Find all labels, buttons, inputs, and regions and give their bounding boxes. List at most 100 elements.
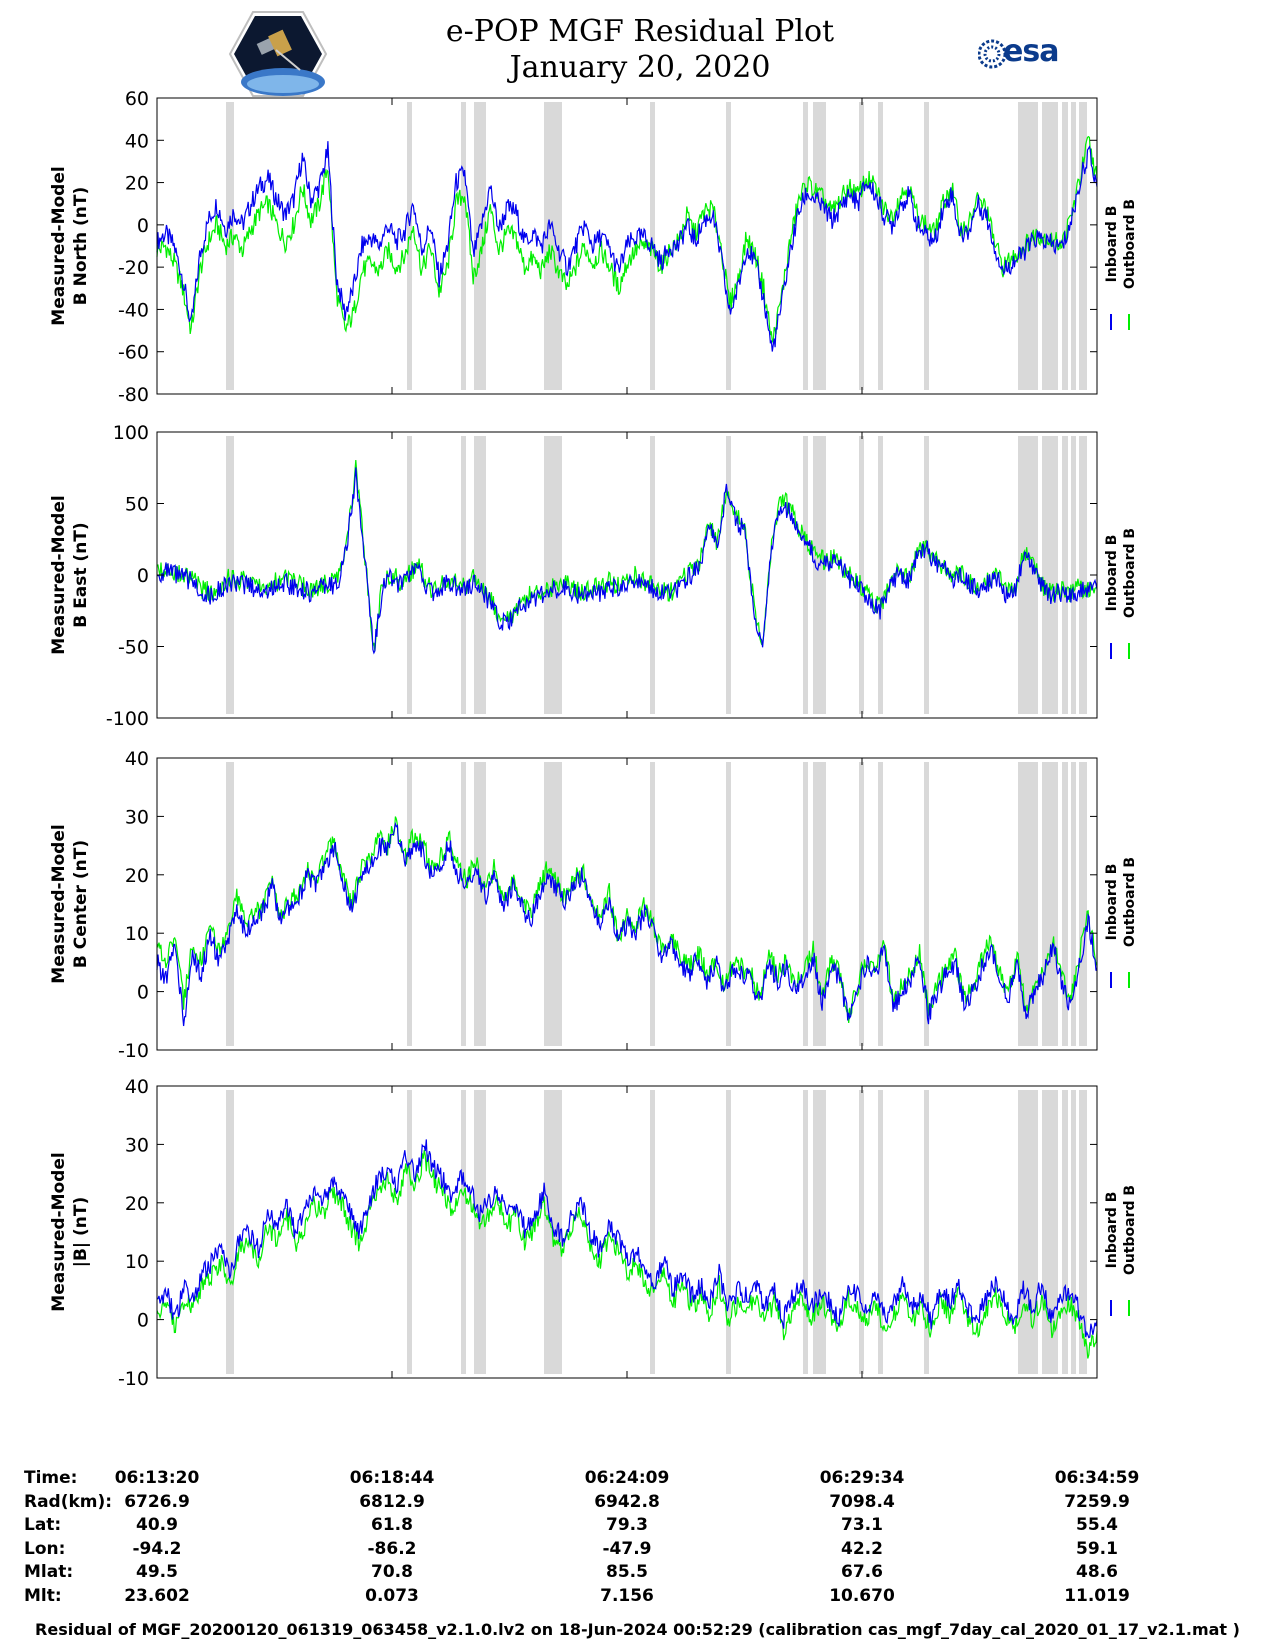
data-gap-band xyxy=(461,436,466,714)
data-gap-band xyxy=(813,436,826,714)
info-cell: 70.8 xyxy=(371,1562,413,1582)
legend-outboard-label: Outboard B xyxy=(1122,199,1138,289)
info-cell: 6812.9 xyxy=(359,1491,425,1512)
info-row-label: Mlat: xyxy=(24,1562,74,1582)
info-row: Mlt: 23.602 0.073 7.156 10.670 11.019 xyxy=(0,1586,1275,1610)
info-cell: 73.1 xyxy=(841,1515,883,1535)
footer-caption: Residual of MGF_20200120_061319_063458_v… xyxy=(35,1620,1240,1639)
legend-inboard-label: Inboard B xyxy=(1104,864,1120,941)
plot-frame xyxy=(156,757,1098,1051)
title-line-2: January 20, 2020 xyxy=(509,50,771,85)
data-gap-band xyxy=(924,762,929,1046)
legend-outboard-label: Outboard B xyxy=(1122,528,1138,618)
y-tick-label: 20 xyxy=(125,1193,149,1215)
data-gap-band xyxy=(1042,102,1058,390)
legend-outboard-label: Outboard B xyxy=(1122,857,1138,947)
info-cell: 06:13:20 xyxy=(114,1468,200,1488)
data-gap-band xyxy=(803,1090,808,1374)
data-gap-band xyxy=(1062,762,1068,1046)
data-gap-band xyxy=(461,102,466,390)
data-gap-band xyxy=(924,102,929,390)
info-row-label: Lat: xyxy=(24,1515,62,1535)
data-gap-band xyxy=(1071,762,1076,1046)
y-axis-label-line-2: B East (nT) xyxy=(71,522,91,627)
data-gap-band xyxy=(859,762,864,1046)
y-axis-label-line-1: Measured-Model xyxy=(49,824,69,983)
data-gap-band xyxy=(544,436,562,714)
info-row-label: Rad(km): xyxy=(24,1491,113,1512)
y-tick-label: -60 xyxy=(118,342,149,364)
y-axis-label-line-2: B North (nT) xyxy=(71,187,91,306)
data-gap-band xyxy=(474,762,486,1046)
data-gap-band xyxy=(650,1090,655,1374)
info-row-label: Lon: xyxy=(24,1538,66,1559)
info-row: Lon: -94.2 -86.2 -47.9 42.2 59.1 xyxy=(0,1539,1275,1563)
info-cell: 79.3 xyxy=(606,1515,648,1535)
y-tick-label: 0 xyxy=(137,982,149,1004)
info-cell: 23.602 xyxy=(124,1585,190,1606)
info-row-label: Time: xyxy=(24,1468,78,1488)
data-gap-band xyxy=(1079,102,1087,390)
panel-4: 40 30 20 10 0 -10 Measured-Model |B| (nT) Inboar… xyxy=(49,1076,1138,1390)
info-cell: 6942.8 xyxy=(594,1491,660,1512)
data-gap-band xyxy=(1071,102,1076,390)
y-tick-label: -20 xyxy=(118,257,149,279)
series-line-inboard xyxy=(156,1139,1098,1339)
y-tick-label: 10 xyxy=(125,923,149,945)
info-cell: 59.1 xyxy=(1076,1538,1118,1559)
y-axis-label-line-1: Measured-Model xyxy=(49,1152,69,1311)
info-cell: 7259.9 xyxy=(1064,1491,1130,1512)
y-axis-label: Measured-Model B East (nT) xyxy=(49,495,91,654)
y-axis-label: Measured-Model B Center (nT) xyxy=(49,824,91,983)
info-cell: -94.2 xyxy=(132,1538,182,1559)
legend-inboard-label: Inboard B xyxy=(1104,206,1120,283)
panel-1: 60 40 20 0 -20 -40 -60 -80 Measured-Model B North… xyxy=(49,88,1138,406)
data-gap-band xyxy=(924,436,929,714)
data-gap-band xyxy=(803,762,808,1046)
series-line-inboard xyxy=(156,141,1098,352)
info-cell: 0.073 xyxy=(365,1585,419,1606)
info-cell: -86.2 xyxy=(367,1538,417,1559)
legend-inboard-label: Inboard B xyxy=(1104,1192,1120,1269)
info-cell: 10.670 xyxy=(829,1585,895,1606)
data-gap-band xyxy=(813,1090,826,1374)
data-gap-band xyxy=(461,1090,466,1374)
data-gap-band xyxy=(924,1090,929,1374)
y-axis-label-line-1: Measured-Model xyxy=(49,166,69,325)
info-cell: 67.6 xyxy=(841,1562,883,1582)
info-row: Rad(km): 6726.9 6812.9 6942.8 7098.4 7259.9 xyxy=(0,1492,1275,1516)
y-tick-label: 0 xyxy=(137,1310,149,1332)
data-gap-band xyxy=(544,762,562,1046)
data-gap-band xyxy=(803,102,808,390)
esa-logo-text: esa xyxy=(1003,34,1059,69)
info-row: Time: 06:13:20 06:18:44 06:24:09 06:29:34 06:… xyxy=(0,1468,1275,1492)
data-gap-band xyxy=(1079,762,1087,1046)
data-gap-band xyxy=(407,102,412,390)
data-gap-band xyxy=(813,102,826,390)
y-axis-label-line-1: Measured-Model xyxy=(49,495,69,654)
info-cell: 61.8 xyxy=(371,1515,413,1535)
y-tick-label: 40 xyxy=(125,748,149,770)
y-tick-label: 20 xyxy=(125,173,149,195)
info-row: Lat: 40.9 61.8 79.3 73.1 55.4 xyxy=(0,1515,1275,1539)
info-cell: 48.6 xyxy=(1076,1562,1118,1582)
panel-2: 100 50 0 -50 -100 Measured-Model B East (nT) In… xyxy=(49,422,1138,730)
y-tick-label: -50 xyxy=(118,637,149,659)
legend-inboard-label: Inboard B xyxy=(1104,535,1120,612)
info-cell: -47.9 xyxy=(602,1538,652,1559)
cassiope-mission-logo xyxy=(228,10,328,98)
info-cell: 85.5 xyxy=(606,1562,648,1582)
data-gap-band xyxy=(878,436,883,714)
data-gap-band xyxy=(878,1090,883,1374)
data-gap-band xyxy=(226,102,234,390)
info-cell: 40.9 xyxy=(136,1515,178,1535)
data-gap-band xyxy=(226,762,234,1046)
data-gap-band xyxy=(1018,436,1038,714)
series-line-inboard xyxy=(156,467,1098,655)
data-gap-band xyxy=(878,762,883,1046)
data-gap-band xyxy=(1042,1090,1058,1374)
y-axis-label-line-2: B Center (nT) xyxy=(71,840,91,968)
info-cell: 06:24:09 xyxy=(584,1468,670,1488)
info-cell: 06:29:34 xyxy=(819,1468,905,1488)
